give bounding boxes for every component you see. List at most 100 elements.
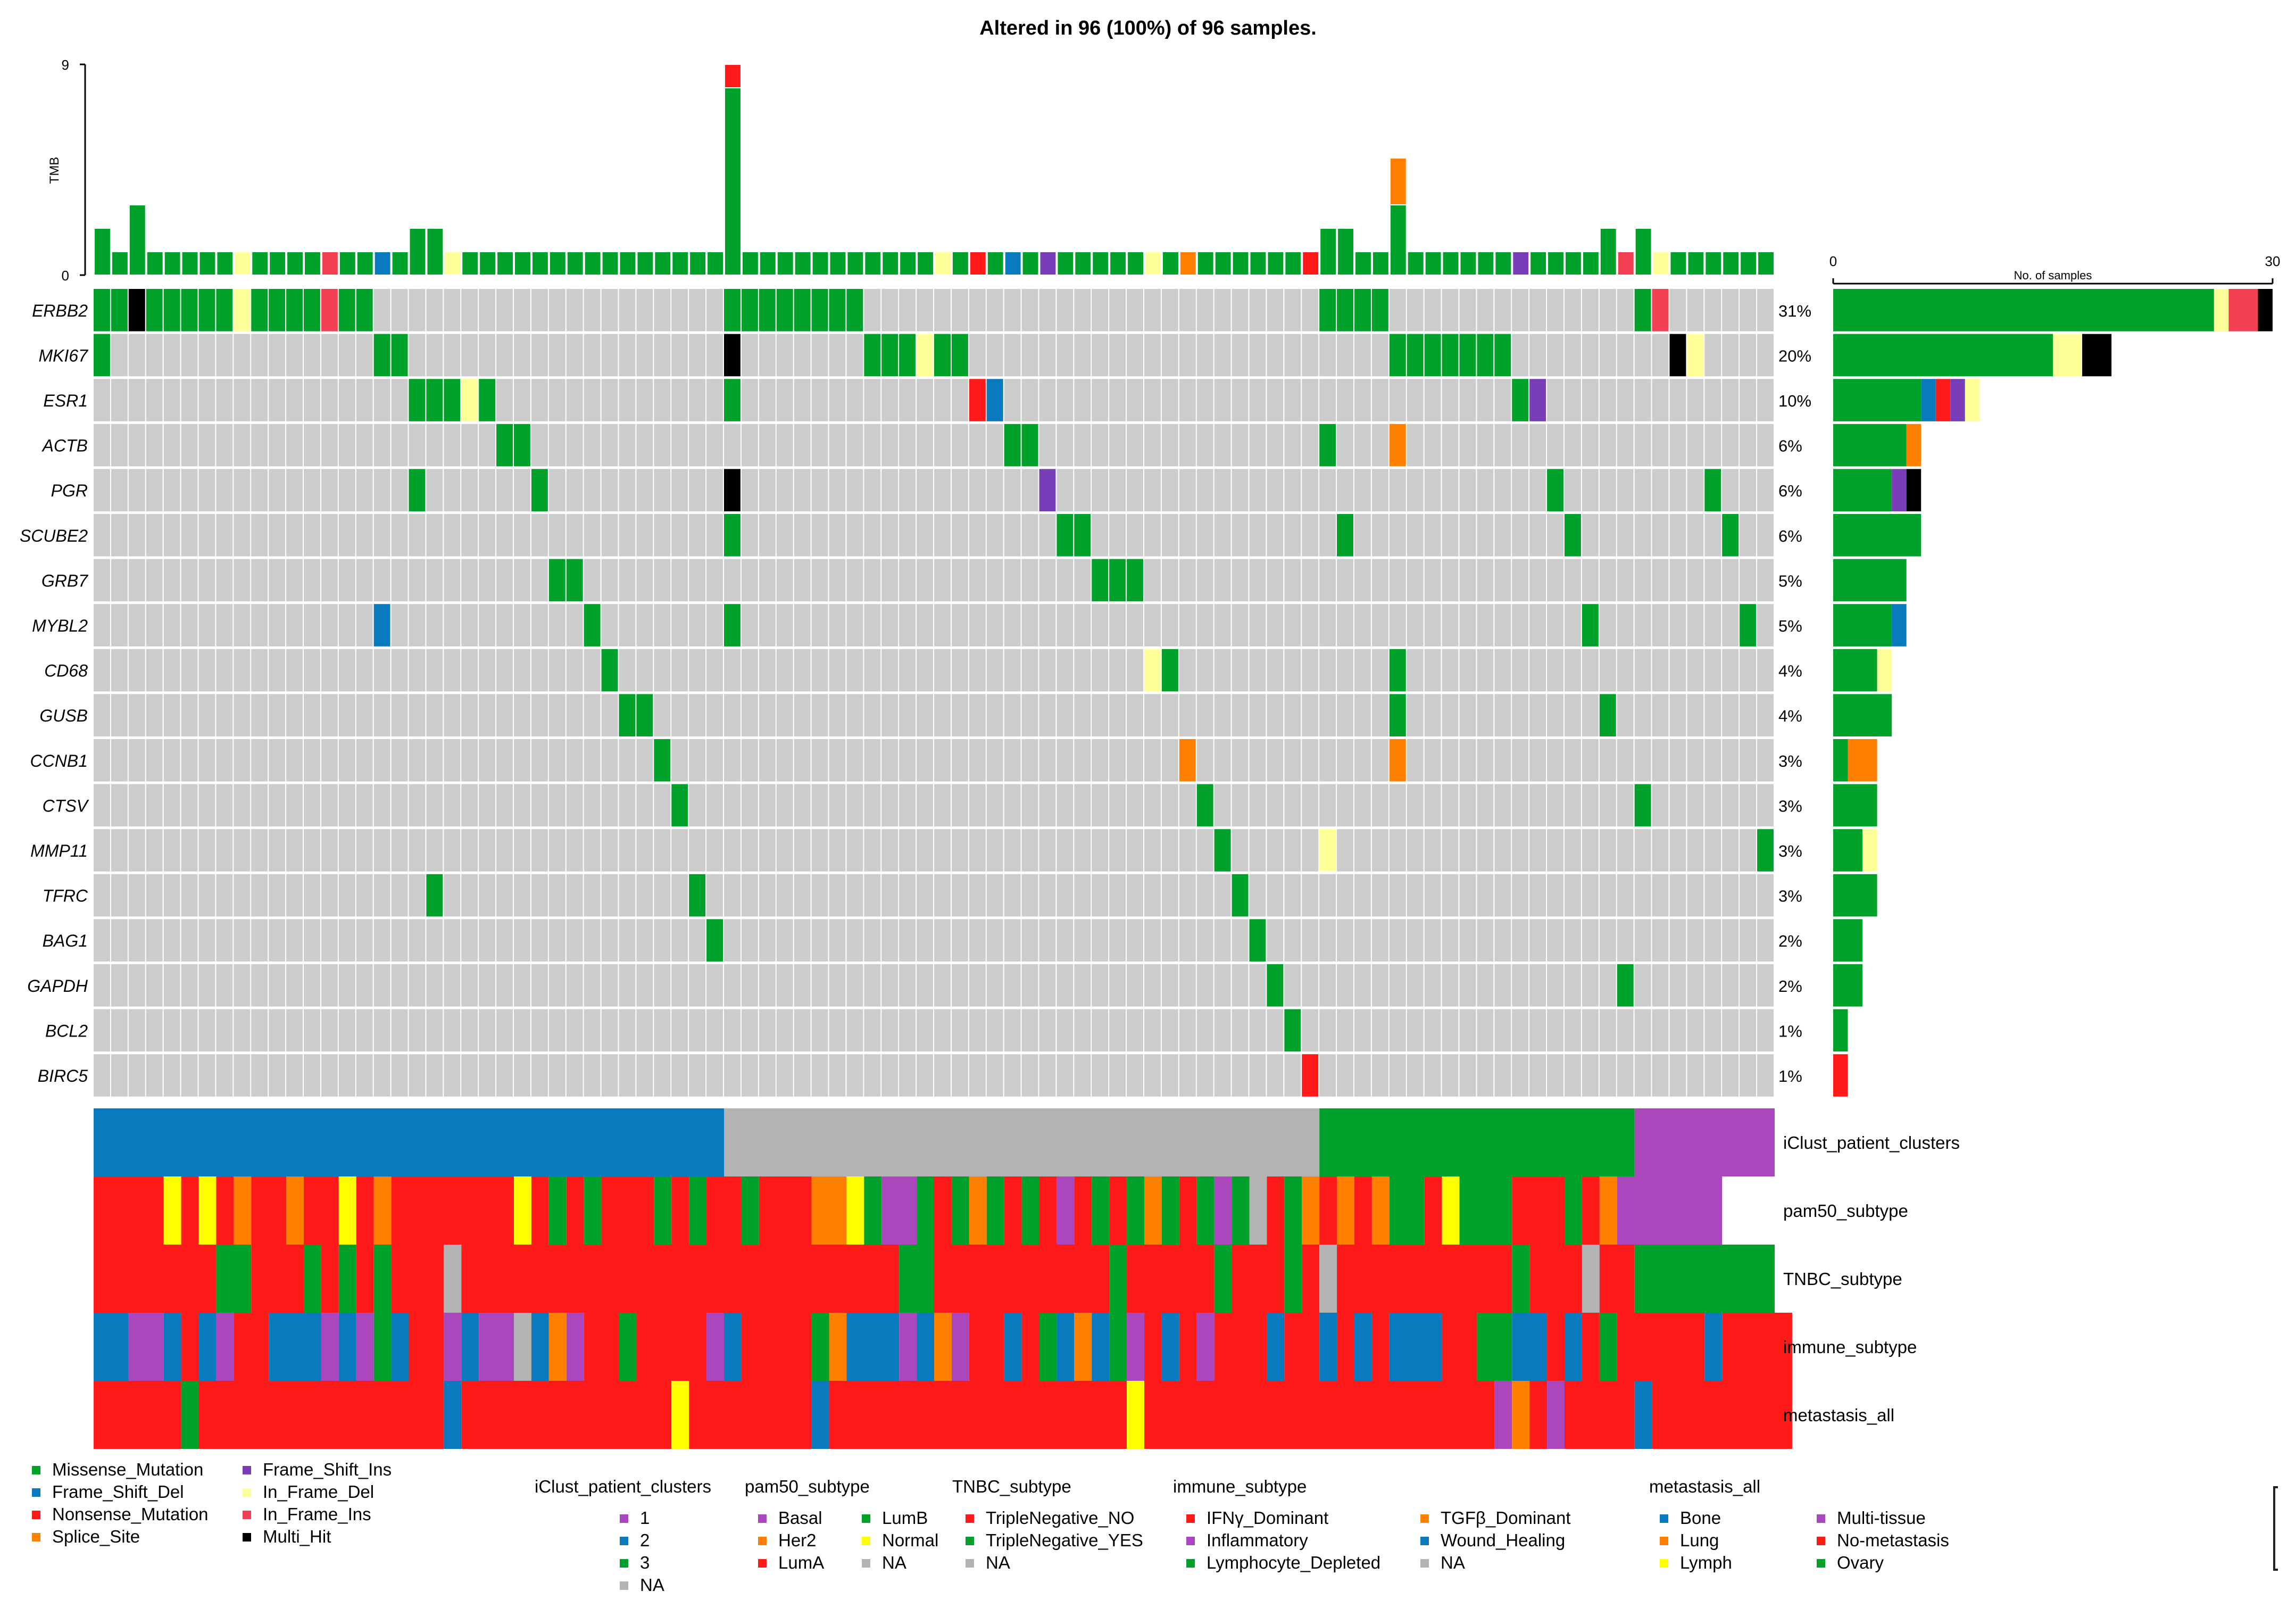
empty-cell (146, 469, 163, 511)
mutation-cell (461, 379, 478, 421)
empty-cell (1757, 334, 1774, 377)
empty-cell (356, 1009, 373, 1052)
empty-cell (444, 469, 461, 511)
annotation-cell (1214, 1176, 1232, 1245)
mutation-cell (917, 334, 933, 377)
empty-cell (759, 739, 776, 782)
tmb-bar (724, 64, 742, 88)
empty-cell (1284, 289, 1301, 332)
empty-cell (1494, 649, 1511, 692)
empty-cell (356, 1054, 373, 1097)
empty-cell (1214, 874, 1231, 917)
tmb-bar (1722, 251, 1740, 276)
empty-cell (1494, 469, 1511, 511)
empty-cell (1547, 289, 1563, 332)
mutation-cell (1669, 334, 1686, 377)
mutation-cell (1284, 1009, 1301, 1052)
empty-cell (1652, 469, 1669, 511)
empty-cell (198, 379, 215, 421)
empty-cell (1144, 1009, 1161, 1052)
mutation-cell (1389, 739, 1406, 782)
empty-cell (1057, 1009, 1074, 1052)
empty-cell (864, 874, 881, 917)
empty-cell (776, 1009, 793, 1052)
mutation-cell (619, 694, 636, 736)
empty-cell (846, 649, 863, 692)
empty-cell (1337, 784, 1353, 827)
annotation-cell (1127, 1313, 1144, 1381)
empty-cell (1179, 289, 1196, 332)
empty-cell (1074, 604, 1091, 647)
empty-cell (548, 784, 565, 827)
empty-cell (934, 424, 951, 467)
empty-cell (1599, 289, 1616, 332)
empty-cell (671, 424, 688, 467)
empty-cell (601, 379, 618, 421)
empty-cell (444, 919, 461, 962)
mutation-cell (969, 379, 986, 421)
empty-cell (304, 649, 320, 692)
empty-cell (1565, 604, 1581, 647)
empty-cell (1652, 604, 1669, 647)
annotation-cell (934, 1176, 952, 1245)
empty-cell (251, 964, 268, 1007)
empty-cell (409, 739, 426, 782)
annotation-cell (1196, 1176, 1214, 1245)
mutation-cell (724, 514, 741, 557)
empty-cell (1599, 649, 1616, 692)
mutation-cell (986, 379, 1003, 421)
legend-swatch (32, 1511, 40, 1519)
empty-cell (1179, 559, 1196, 602)
empty-cell (969, 829, 986, 872)
mutation-cell (1267, 964, 1284, 1007)
empty-cell (1021, 784, 1038, 827)
empty-cell (111, 919, 128, 962)
empty-cell (426, 289, 443, 332)
empty-cell (444, 424, 461, 467)
empty-cell (1092, 1054, 1109, 1097)
empty-cell (706, 559, 723, 602)
side-bar (1921, 379, 1936, 421)
empty-cell (1196, 874, 1213, 917)
empty-cell (146, 604, 163, 647)
empty-cell (969, 559, 986, 602)
empty-cell (198, 424, 215, 467)
empty-cell (234, 379, 251, 421)
tmb-bar (94, 228, 111, 276)
empty-cell (1319, 559, 1336, 602)
empty-cell (1652, 1009, 1669, 1052)
gene-label: CCNB1 (30, 751, 88, 770)
empty-cell (391, 964, 408, 1007)
empty-cell (1074, 694, 1091, 736)
empty-cell (934, 829, 951, 872)
side-bar (1862, 829, 1877, 872)
empty-cell (619, 334, 636, 377)
empty-cell (1249, 649, 1266, 692)
legend-swatch (32, 1488, 40, 1497)
empty-cell (1757, 694, 1774, 736)
empty-cell (1459, 469, 1476, 511)
tmb-bar (1389, 204, 1407, 276)
empty-cell (1389, 919, 1406, 962)
empty-cell (234, 919, 251, 962)
empty-cell (531, 784, 548, 827)
empty-cell (286, 424, 303, 467)
empty-cell (1565, 469, 1581, 511)
empty-cell (811, 334, 828, 377)
empty-cell (1109, 874, 1126, 917)
gene-percent: 3% (1778, 887, 1802, 906)
tmb-bar (969, 251, 987, 276)
empty-cell (1477, 739, 1494, 782)
empty-cell (1249, 289, 1266, 332)
annotation-cell (479, 1313, 514, 1381)
empty-cell (776, 379, 793, 421)
empty-cell (1634, 1054, 1651, 1097)
empty-cell (391, 379, 408, 421)
empty-cell (584, 424, 601, 467)
empty-cell (1757, 559, 1774, 602)
empty-cell (1704, 604, 1721, 647)
empty-cell (444, 1009, 461, 1052)
annotation-cell (917, 1313, 934, 1381)
tmb-bar (1337, 228, 1355, 276)
empty-cell (128, 739, 145, 782)
